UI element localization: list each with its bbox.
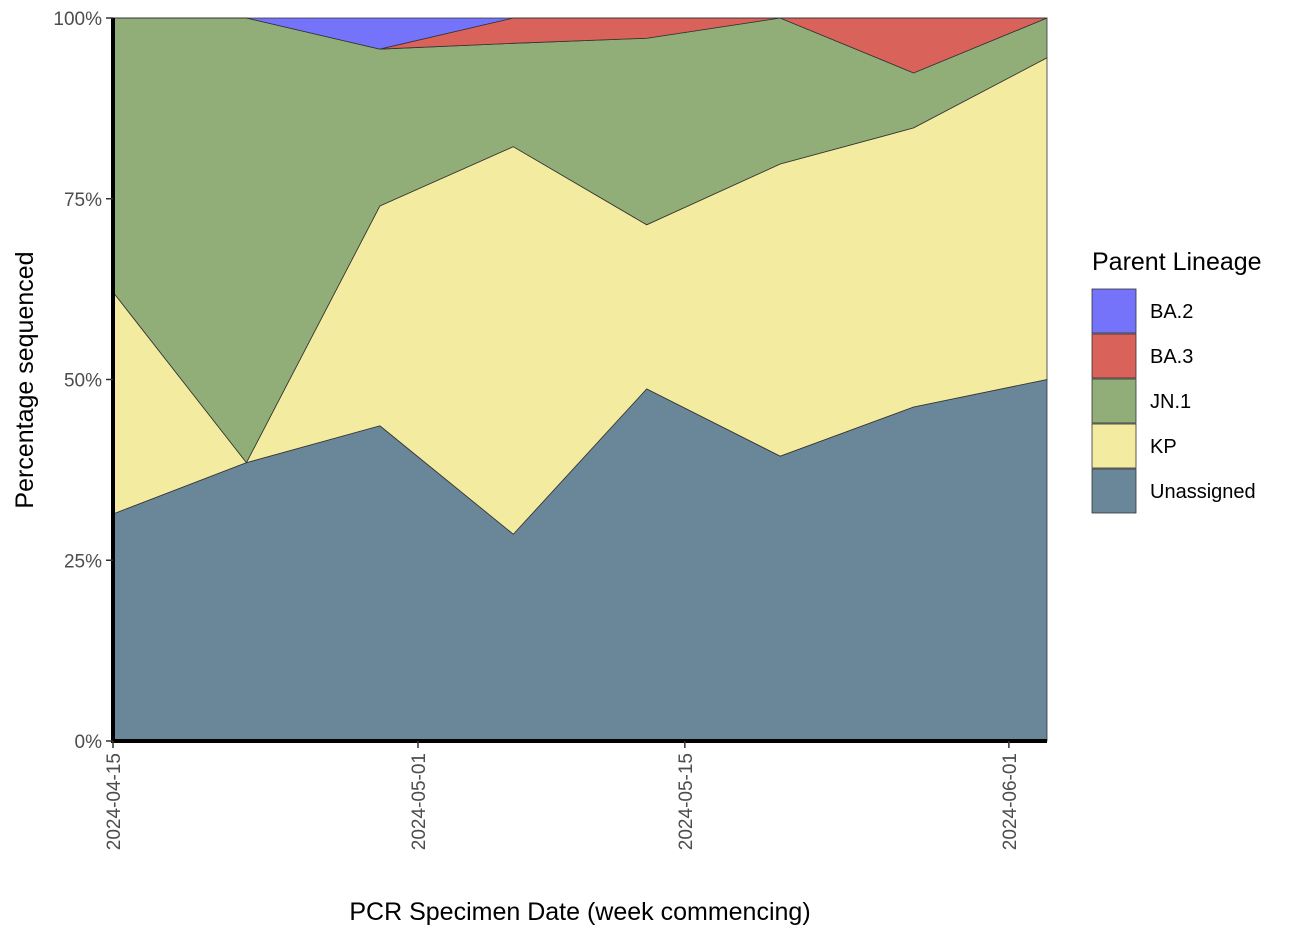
legend-label: JN.1 [1150, 391, 1191, 413]
legend-label: KP [1150, 436, 1177, 458]
y-tick-label: 25% [64, 551, 102, 572]
y-tick-label: 75% [64, 190, 102, 211]
legend-label: BA.3 [1150, 346, 1193, 368]
y-tick-label: 0% [75, 732, 103, 753]
legend-key [1091, 378, 1137, 424]
legend-key [1091, 333, 1137, 379]
y-axis-title: Percentage sequenced [11, 251, 39, 508]
legend-label: Unassigned [1150, 481, 1256, 503]
y-tick-label: 50% [64, 371, 102, 392]
area [113, 17, 1047, 50]
legend-title: Parent Lineage [1092, 248, 1262, 276]
x-axis-title: PCR Specimen Date (week commencing) [349, 898, 810, 926]
x-tick-label: 2024-04-15 [104, 753, 125, 850]
legend-key [1091, 423, 1137, 469]
x-tick-label: 2024-06-01 [1000, 753, 1021, 850]
legend-key [1091, 468, 1137, 514]
y-tick-label: 100% [53, 9, 102, 30]
legend-label: BA.2 [1150, 301, 1193, 323]
legend-key [1091, 288, 1137, 334]
x-tick-label: 2024-05-01 [409, 753, 430, 850]
x-tick-label: 2024-05-15 [676, 753, 697, 850]
